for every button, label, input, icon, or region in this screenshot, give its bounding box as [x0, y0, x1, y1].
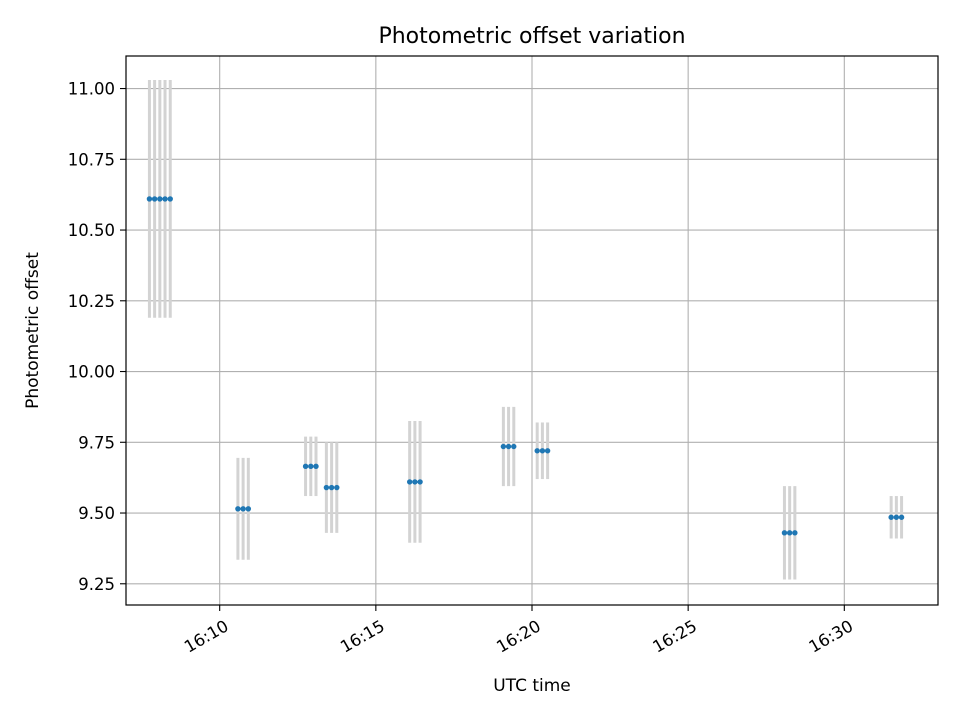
data-point: [893, 514, 900, 520]
x-tick-label: 16:30: [806, 616, 857, 656]
data-points: [146, 196, 905, 536]
axis-ticks: 16:10 16:15 16:20 16:25 16:30 9.25 9.50 9.75 10.…: [68, 80, 857, 657]
data-point: [534, 448, 540, 454]
y-tick-label: 10.75: [68, 150, 115, 169]
data-point: [505, 443, 512, 450]
data-point: [302, 463, 309, 470]
data-point: [323, 484, 330, 491]
data-point: [167, 196, 173, 202]
data-point: [511, 443, 517, 450]
data-point: [792, 530, 798, 536]
data-point: [313, 463, 319, 470]
data-point: [417, 479, 423, 485]
data-point: [146, 196, 153, 202]
data-point: [544, 448, 551, 454]
error-bars: [147, 80, 904, 580]
data-point: [240, 506, 246, 512]
data-point: [406, 479, 413, 485]
y-tick-label: 10.00: [68, 363, 115, 382]
x-tick-label: 16:20: [493, 616, 544, 656]
chart-title: Photometric offset variation: [378, 24, 685, 49]
y-tick-label: 10.25: [68, 292, 115, 311]
data-point: [151, 196, 158, 202]
x-tick-label: 16:10: [181, 616, 232, 656]
x-axis-label: UTC time: [493, 676, 571, 696]
data-point: [328, 484, 335, 491]
data-point: [888, 514, 894, 520]
data-point: [500, 443, 507, 450]
y-tick-label: 10.50: [68, 221, 115, 240]
grid: [126, 56, 938, 605]
data-point: [539, 448, 546, 454]
y-tick-label: 9.75: [78, 433, 115, 452]
data-point: [245, 506, 252, 512]
x-tick-label: 16:25: [649, 616, 700, 656]
y-tick-label: 9.25: [78, 575, 115, 594]
data-point: [235, 506, 241, 512]
data-point: [412, 479, 418, 485]
y-tick-label: 9.50: [78, 504, 115, 523]
data-point: [786, 530, 793, 536]
x-tick-label: 16:15: [337, 616, 388, 656]
data-point: [308, 463, 314, 470]
data-point: [162, 196, 168, 202]
data-point: [781, 530, 788, 536]
y-axis-label: Photometric offset: [23, 252, 43, 409]
data-point: [157, 196, 163, 202]
data-point: [898, 514, 905, 520]
y-tick-label: 11.00: [68, 80, 115, 99]
data-point: [334, 484, 340, 491]
